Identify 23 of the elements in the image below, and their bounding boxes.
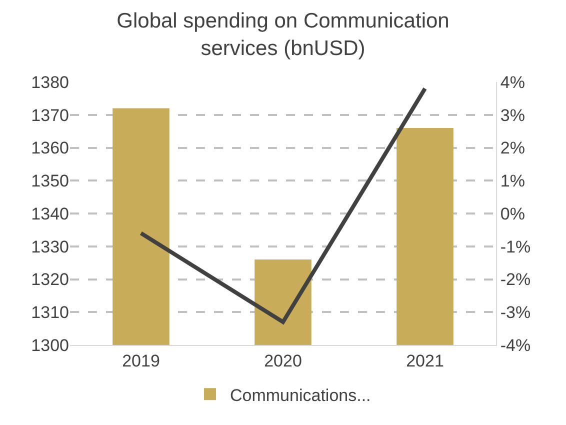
y-tick-label: 1360 [31,138,69,158]
y-tick-label: 1320 [31,270,69,290]
y-tick-label: 1380 [31,72,69,92]
legend-label: Communications... [230,386,371,405]
y-tick-label: 1300 [31,336,69,355]
y2-tick-label: -4% [500,336,531,355]
y-tick-label: 1340 [31,204,69,224]
y2-tick-label: -3% [500,303,531,322]
y2-tick-label: 1% [500,172,525,191]
y-tick-label: 1370 [31,106,69,125]
y2-tick-label: -2% [500,270,531,290]
y2-tick-label: 4% [500,72,525,92]
y2-tick-label: 3% [500,106,525,125]
y-tick-label: 1350 [31,172,69,191]
chart-title: Global spending on Communication services (bnUSD) [116,10,450,60]
x-tick-label: 2021 [406,351,444,370]
y-tick-label: 1310 [31,303,69,322]
y2-tick-label: 2% [500,138,525,158]
y2-tick-label: 0% [500,204,525,224]
x-tick-label: 2019 [122,351,160,370]
x-tick-label: 2020 [264,351,302,370]
y2-tick-label: -1% [500,237,531,256]
y-tick-label: 1330 [31,237,69,256]
